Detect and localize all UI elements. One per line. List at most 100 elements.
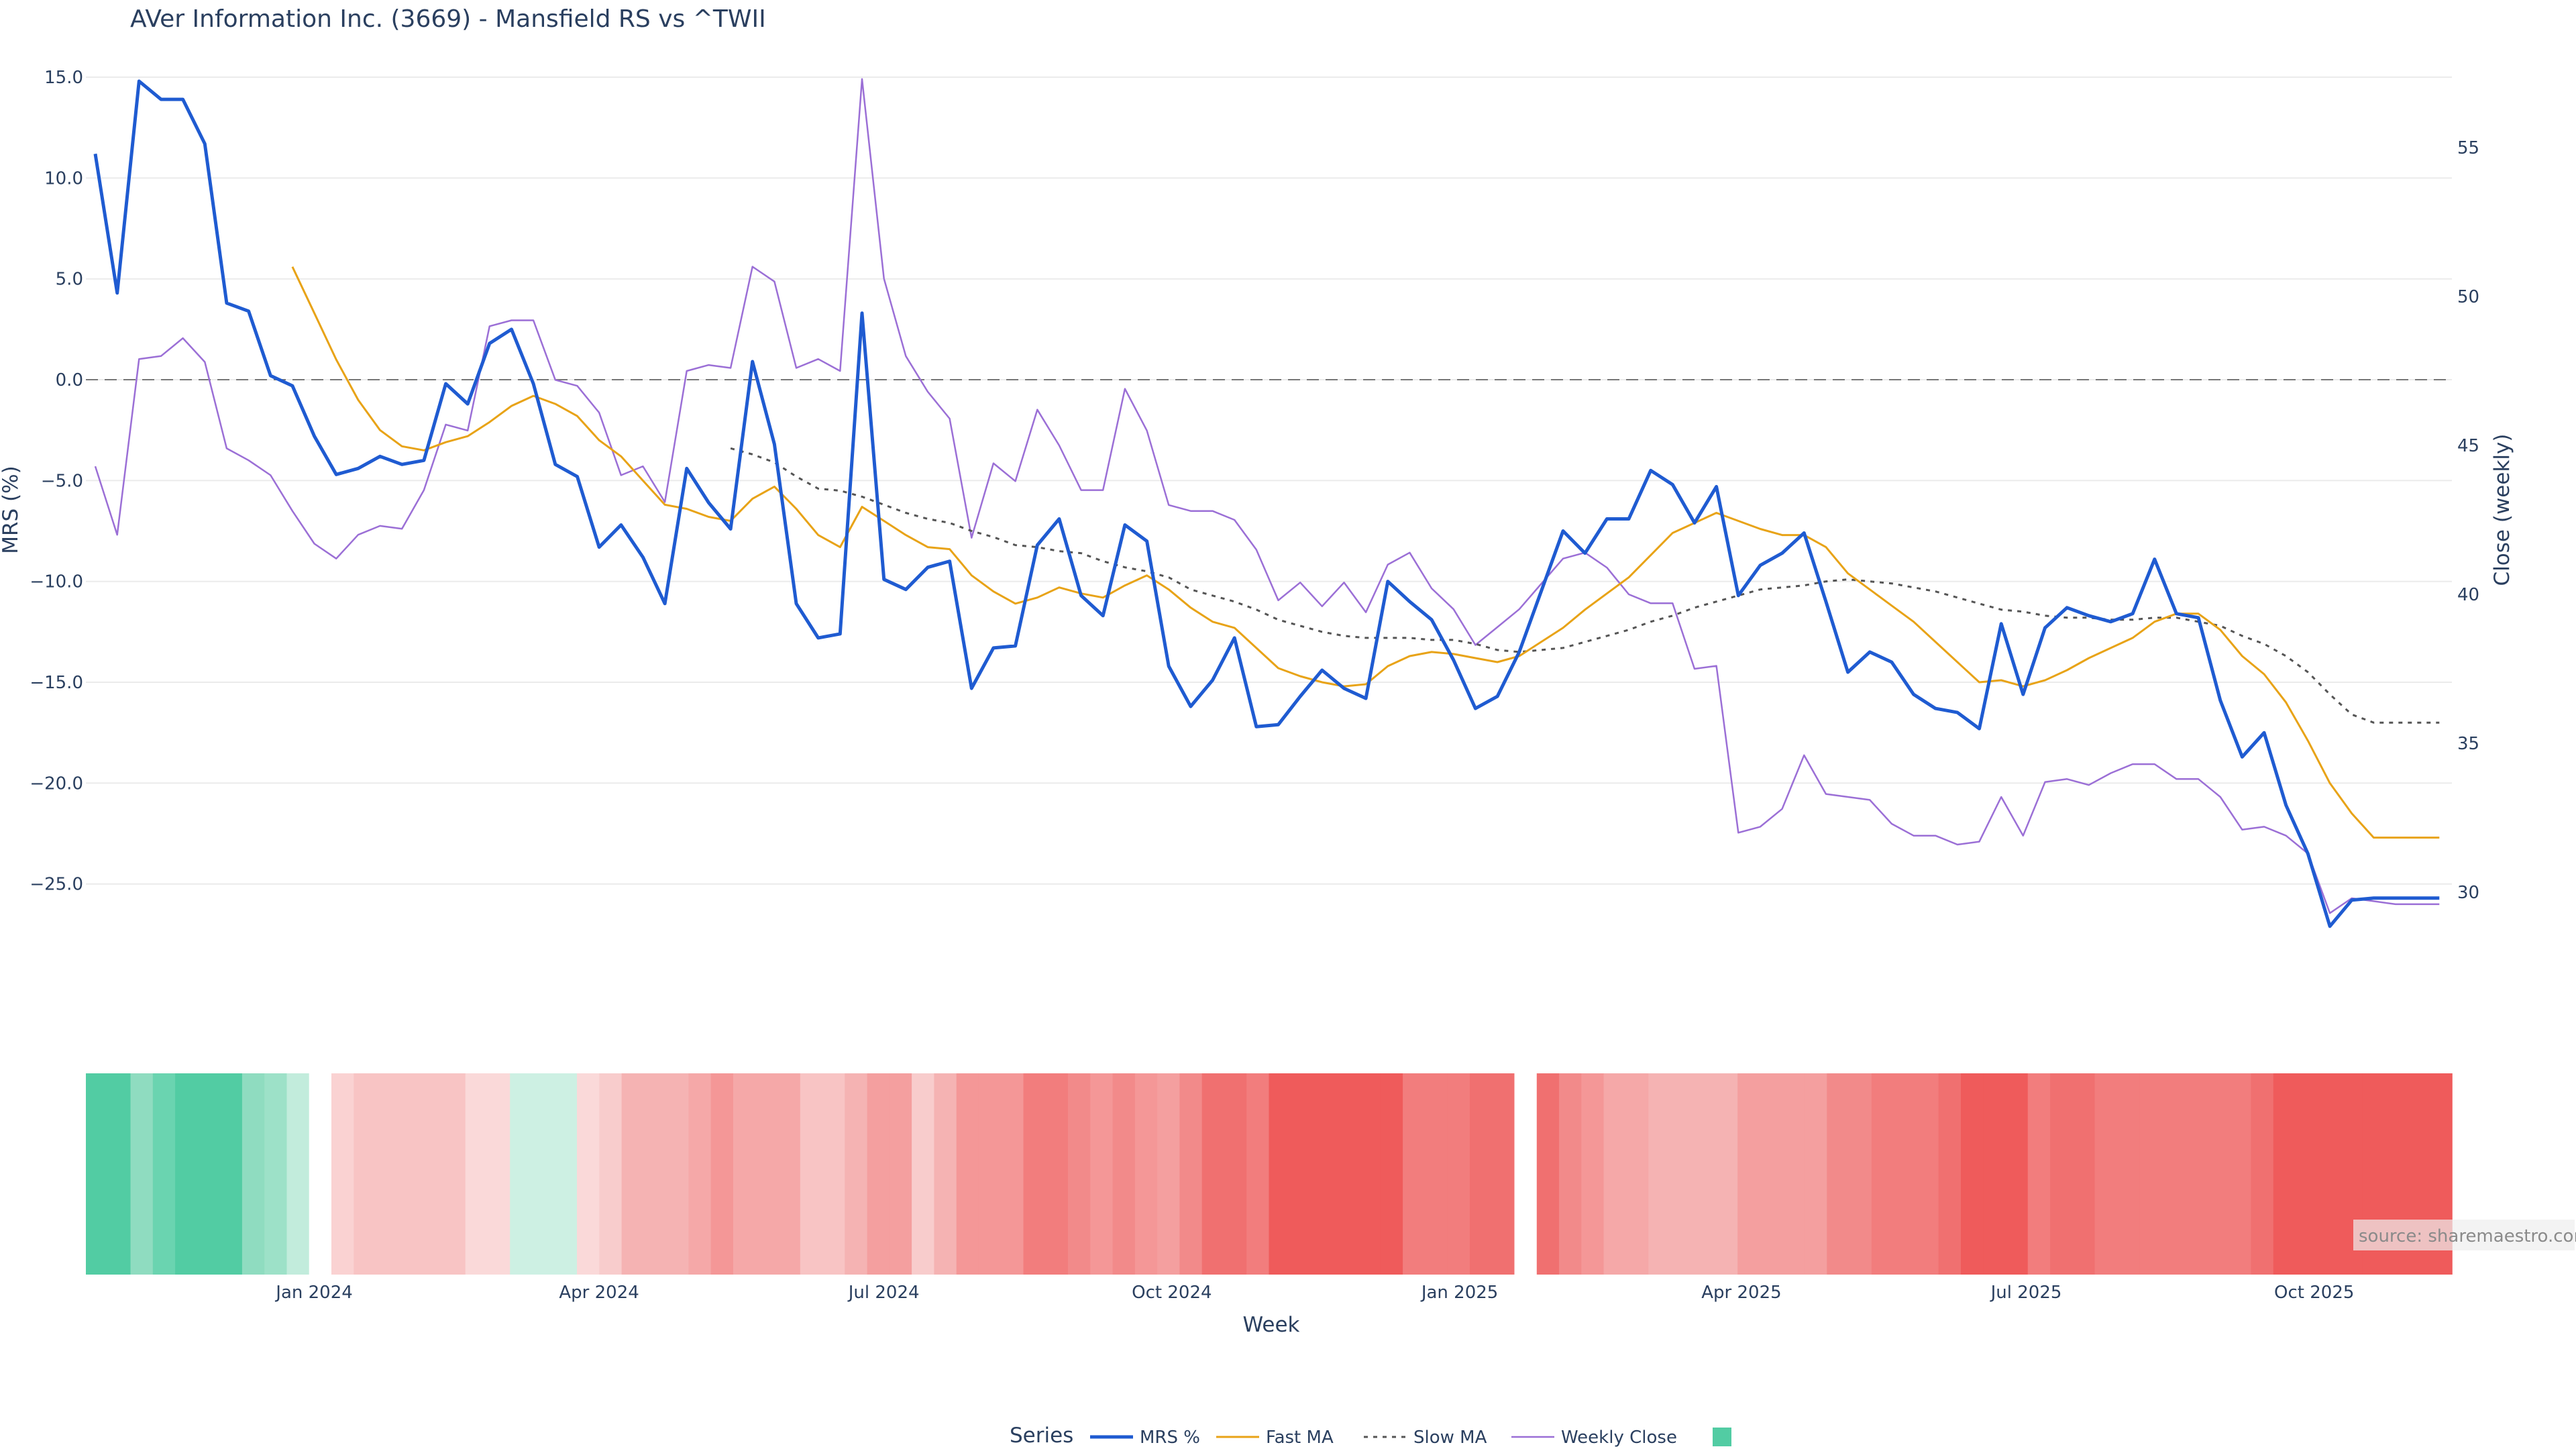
heatmap-cell: [1894, 1073, 1917, 1275]
y-tick-label: −20.0: [30, 773, 83, 794]
heatmap-cell: [2318, 1073, 2341, 1275]
heatmap-cell: [1201, 1073, 1225, 1275]
heatmap-cell: [710, 1073, 734, 1275]
heatmap-cell: [554, 1073, 578, 1275]
heatmap-cell: [152, 1073, 176, 1275]
source-label: source: sharemaestro.com: [2353, 1220, 2576, 1250]
heatmap-cell: [241, 1073, 265, 1275]
heatmap-cell: [219, 1073, 243, 1275]
heatmap-cell: [86, 1073, 109, 1275]
heatmap-cell: [465, 1073, 488, 1275]
heatmap-cell: [2273, 1073, 2296, 1275]
y2-tick-label: 55: [2457, 138, 2479, 158]
heatmap-cell: [2005, 1073, 2029, 1275]
heatmap-cell: [2206, 1073, 2230, 1275]
heatmap-cell: [1492, 1073, 1515, 1275]
heatmap-cell: [197, 1073, 221, 1275]
heatmap-cell: [1603, 1073, 1627, 1275]
heatmap-cell: [1090, 1073, 1114, 1275]
y2-tick-label: 40: [2457, 585, 2479, 605]
heatmap-cell: [487, 1073, 511, 1275]
heatmap-cell: [1737, 1073, 1761, 1275]
heatmap-cell: [845, 1073, 868, 1275]
series-lines: [93, 78, 2440, 928]
y-tick-label: −10.0: [30, 572, 83, 592]
heatmap-cell: [1179, 1073, 1203, 1275]
heatmap-cell: [1805, 1073, 1828, 1275]
heatmap-cell: [331, 1073, 355, 1275]
heatmap-cell: [1112, 1073, 1136, 1275]
heatmap-cell: [867, 1073, 890, 1275]
heatmap-cell: [1670, 1073, 1694, 1275]
heatmap-cell: [376, 1073, 399, 1275]
y-tick-label: 15.0: [44, 68, 83, 88]
legend-entry-label: MRS %: [1140, 1428, 1200, 1448]
x-tick-label: Jan 2025: [1420, 1283, 1499, 1303]
heatmap-cell: [2094, 1073, 2118, 1275]
heatmap-cell: [688, 1073, 712, 1275]
y2-tick-label: 45: [2457, 436, 2479, 456]
heatmap-cell: [1336, 1073, 1359, 1275]
grid-lines: [86, 76, 2452, 885]
y2-tick-label: 30: [2457, 883, 2479, 903]
x-tick-label: Jul 2024: [847, 1283, 920, 1303]
y-axis-ticks: 15.0 10.0 5.0 0.0 −5.0 −10.0 −15.0 −20.0 −25.0: [30, 68, 83, 895]
heatmap-cell: [1246, 1073, 1270, 1275]
y-tick-label: −25.0: [30, 875, 83, 895]
y-tick-label: −5.0: [41, 471, 83, 491]
heatmap-cell: [309, 1073, 332, 1275]
heatmap-cell: [1916, 1073, 1939, 1275]
legend: Series MRS % Fast MA Slow MA Weekly Close: [1010, 1424, 1731, 1448]
heatmap-cell: [1425, 1073, 1448, 1275]
heatmap-cell: [1313, 1073, 1337, 1275]
heatmap-cell: [108, 1073, 131, 1275]
heatmap-cell: [1068, 1073, 1091, 1275]
heatmap-cell: [2296, 1073, 2319, 1275]
x-axis-title: Week: [1243, 1313, 1300, 1337]
x-tick-label: Jul 2025: [1990, 1283, 2062, 1303]
heatmap-cell: [2161, 1073, 2185, 1275]
heatmap-cell: [2184, 1073, 2207, 1275]
heatmap-cell: [1648, 1073, 1672, 1275]
heatmap-cell: [2251, 1073, 2274, 1275]
y-tick-label: 5.0: [56, 270, 83, 290]
legend-entry-label: Fast MA: [1266, 1428, 1334, 1448]
heatmap-cell: [666, 1073, 690, 1275]
heatmap-cell: [577, 1073, 600, 1275]
heatmap-cell: [175, 1073, 199, 1275]
heatmap-cell: [956, 1073, 979, 1275]
heatmap-cell: [1224, 1073, 1248, 1275]
x-tick-label: Apr 2024: [559, 1283, 639, 1303]
heatmap-cell: [1625, 1073, 1649, 1275]
y2-tick-label: 35: [2457, 734, 2479, 754]
y2-tick-label: 50: [2457, 287, 2479, 307]
series-line-fast-ma: [291, 266, 2440, 839]
heatmap-cell: [621, 1073, 645, 1275]
heatmap-cell: [777, 1073, 801, 1275]
x-tick-label: Oct 2024: [1132, 1283, 1212, 1303]
heatmap-cell: [643, 1073, 667, 1275]
series-line-weekly-close: [94, 78, 2440, 914]
heatmap-cell: [510, 1073, 533, 1275]
heatmap-cell: [130, 1073, 154, 1275]
heatmap-cell: [1134, 1073, 1158, 1275]
heatmap-cell: [1470, 1073, 1493, 1275]
heatmap-cell: [1938, 1073, 1962, 1275]
heatmap-cell: [2116, 1073, 2140, 1275]
heatmap-cell: [2072, 1073, 2096, 1275]
heatmap-cell: [978, 1073, 1002, 1275]
heatmap-cell: [755, 1073, 779, 1275]
relative-strength-heatmap: [86, 1073, 2453, 1275]
y-tick-label: 10.0: [44, 168, 83, 189]
heatmap-cell: [1693, 1073, 1716, 1275]
heatmap-cell: [1045, 1073, 1069, 1275]
heatmap-cell: [443, 1073, 466, 1275]
heatmap-cell: [889, 1073, 912, 1275]
heatmap-cell: [1983, 1073, 2006, 1275]
y-tick-label: 0.0: [56, 370, 83, 390]
heatmap-cell: [1827, 1073, 1850, 1275]
legend-heatmap-swatch: [1713, 1428, 1731, 1446]
heatmap-cell: [1536, 1073, 1560, 1275]
heatmap-cell: [1849, 1073, 1872, 1275]
heatmap-cell: [822, 1073, 846, 1275]
